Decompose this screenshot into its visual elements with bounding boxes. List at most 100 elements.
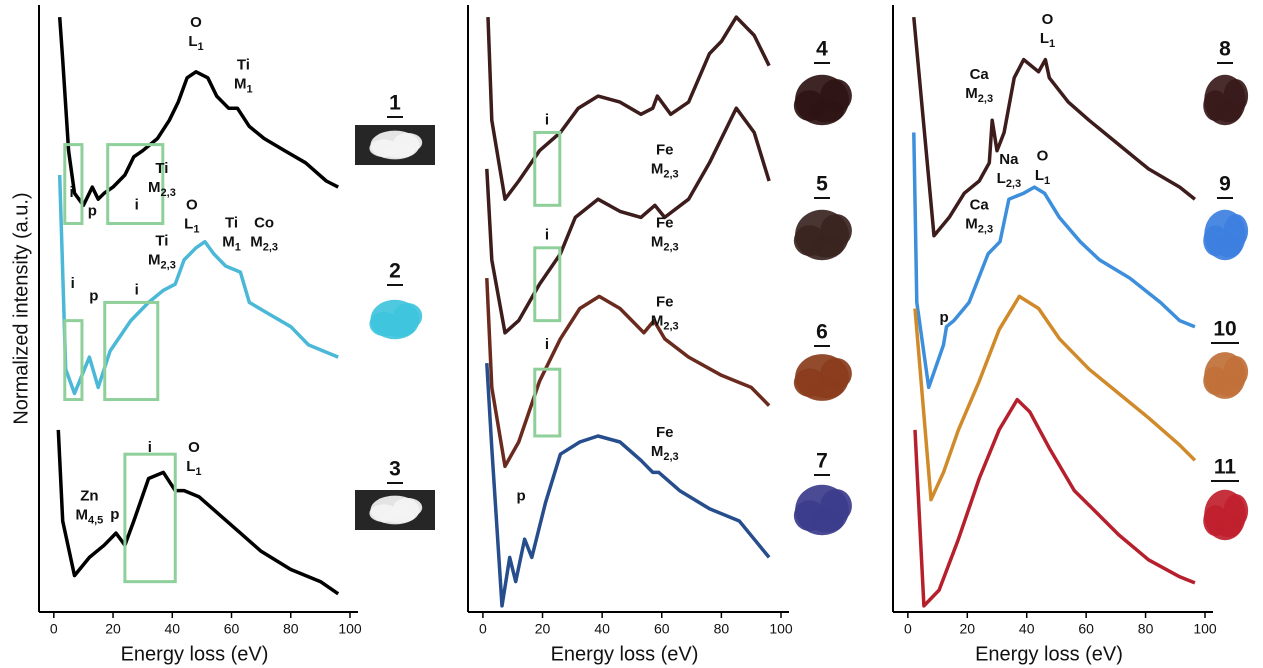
highlight-box — [123, 452, 177, 584]
sample-photo — [369, 299, 423, 340]
sample-label: 7 — [816, 450, 828, 473]
annotation: Ti — [155, 233, 168, 250]
highlight-box — [106, 143, 165, 226]
annotation: Ti — [237, 57, 250, 74]
annotation-edge: M2,3 — [148, 252, 176, 272]
edge-label: M — [250, 233, 263, 250]
x-tick-label: 100 — [338, 621, 362, 637]
annotation-edge: L1 — [1040, 30, 1055, 50]
annotation: Ti — [225, 214, 238, 231]
annotation-edge: M1 — [234, 76, 253, 96]
x-tick-label: 0 — [904, 621, 912, 637]
sample-photo — [793, 209, 852, 261]
annotation: i — [71, 275, 75, 292]
x-axis-label: Energy loss (eV) — [121, 643, 269, 665]
sample-photo — [1203, 489, 1249, 541]
sample-label: 2 — [389, 260, 401, 283]
x-tick-label: 0 — [50, 621, 58, 637]
annotation-edge: M2,3 — [651, 312, 679, 332]
edge-subscript: 2,3 — [978, 93, 993, 105]
edge-subscript: 4,5 — [88, 515, 103, 527]
spectrum-line — [913, 294, 1197, 502]
sample-photo — [369, 130, 423, 160]
spectrum-line — [913, 397, 1196, 608]
annotation: Ca — [970, 66, 990, 83]
x-tick-label: 60 — [1078, 621, 1094, 637]
edge-subscript: 2,3 — [161, 260, 176, 272]
x-axis-label: Energy loss (eV) — [551, 643, 699, 665]
spectrum-line — [485, 362, 771, 608]
annotation-edge: M2,3 — [651, 443, 679, 463]
edge-subscript: 2,3 — [161, 187, 176, 199]
sample-photo — [369, 495, 423, 525]
annotation-edge: M2,3 — [965, 85, 993, 105]
annotation: Na — [999, 151, 1019, 168]
sample-powder — [383, 319, 415, 338]
edge-subscript: 1 — [193, 223, 199, 235]
annotation: p — [89, 287, 98, 304]
annotation: p — [940, 309, 949, 326]
annotation: i — [135, 196, 139, 213]
spectrum-line — [485, 106, 771, 335]
annotation-edge: M1 — [222, 233, 241, 253]
edge-subscript: 2,3 — [663, 169, 678, 181]
sample-powder — [808, 235, 844, 258]
sample-powder — [1214, 100, 1242, 123]
x-tick-label: 80 — [714, 621, 730, 637]
sample-powder — [808, 100, 844, 123]
annotation: Ca — [970, 196, 990, 213]
edge-label: M — [148, 252, 161, 269]
x-tick-label: 40 — [164, 621, 180, 637]
annotation-edge: L1 — [186, 458, 201, 478]
edge-subscript: 2,3 — [663, 241, 678, 253]
annotation-edge: L1 — [1035, 167, 1050, 187]
edge-label: L — [188, 33, 197, 50]
annotation: i — [545, 227, 549, 244]
edge-label: M — [148, 179, 161, 196]
x-tick-label: 80 — [283, 621, 299, 637]
x-tick-label: 100 — [769, 621, 793, 637]
edge-label: M — [965, 85, 978, 102]
spectrum-line — [912, 16, 1196, 238]
edge-subscript: 2,3 — [663, 320, 678, 332]
annotation: Fe — [656, 214, 674, 231]
sample-powder — [808, 377, 844, 399]
edge-subscript: 2,3 — [263, 241, 278, 253]
sample-label: 3 — [389, 458, 401, 481]
sample-photo — [793, 484, 852, 536]
highlight-box — [63, 143, 84, 226]
highlight-box — [533, 367, 562, 438]
annotation: Fe — [656, 424, 674, 441]
spectrum-line — [485, 278, 771, 469]
highlight-box — [533, 130, 562, 207]
annotation-edge: L1 — [188, 33, 203, 53]
sample-powder — [1214, 375, 1242, 397]
sample-powder — [1214, 515, 1242, 538]
sample-powder — [383, 145, 415, 158]
annotation-edge: M2,3 — [250, 233, 278, 253]
x-tick-label: 100 — [1193, 621, 1217, 637]
sample-label: 5 — [816, 173, 828, 196]
edge-label: L — [1040, 30, 1049, 47]
annotation: p — [110, 506, 119, 523]
x-tick-label: 20 — [105, 621, 121, 637]
sample-label: 9 — [1219, 173, 1231, 196]
edge-label: M — [75, 507, 88, 524]
spectrum-line — [57, 174, 339, 396]
edge-subscript: 2,3 — [663, 451, 678, 463]
edge-subscript: 1 — [235, 241, 241, 253]
sample-label: 4 — [816, 38, 828, 61]
annotation: p — [88, 202, 97, 219]
x-tick-label: 40 — [594, 621, 610, 637]
sample-label: 11 — [1214, 456, 1237, 479]
annotation: O — [1037, 148, 1049, 165]
annotation-edge: M2,3 — [651, 161, 679, 181]
x-tick-label: 40 — [1019, 621, 1035, 637]
annotation: i — [545, 111, 549, 128]
x-tick-label: 20 — [959, 621, 975, 637]
annotation: p — [516, 488, 525, 505]
edge-label: L — [997, 170, 1006, 187]
spectrum-line — [57, 16, 339, 208]
edge-label: L — [184, 215, 193, 232]
highlight-box — [103, 300, 160, 402]
